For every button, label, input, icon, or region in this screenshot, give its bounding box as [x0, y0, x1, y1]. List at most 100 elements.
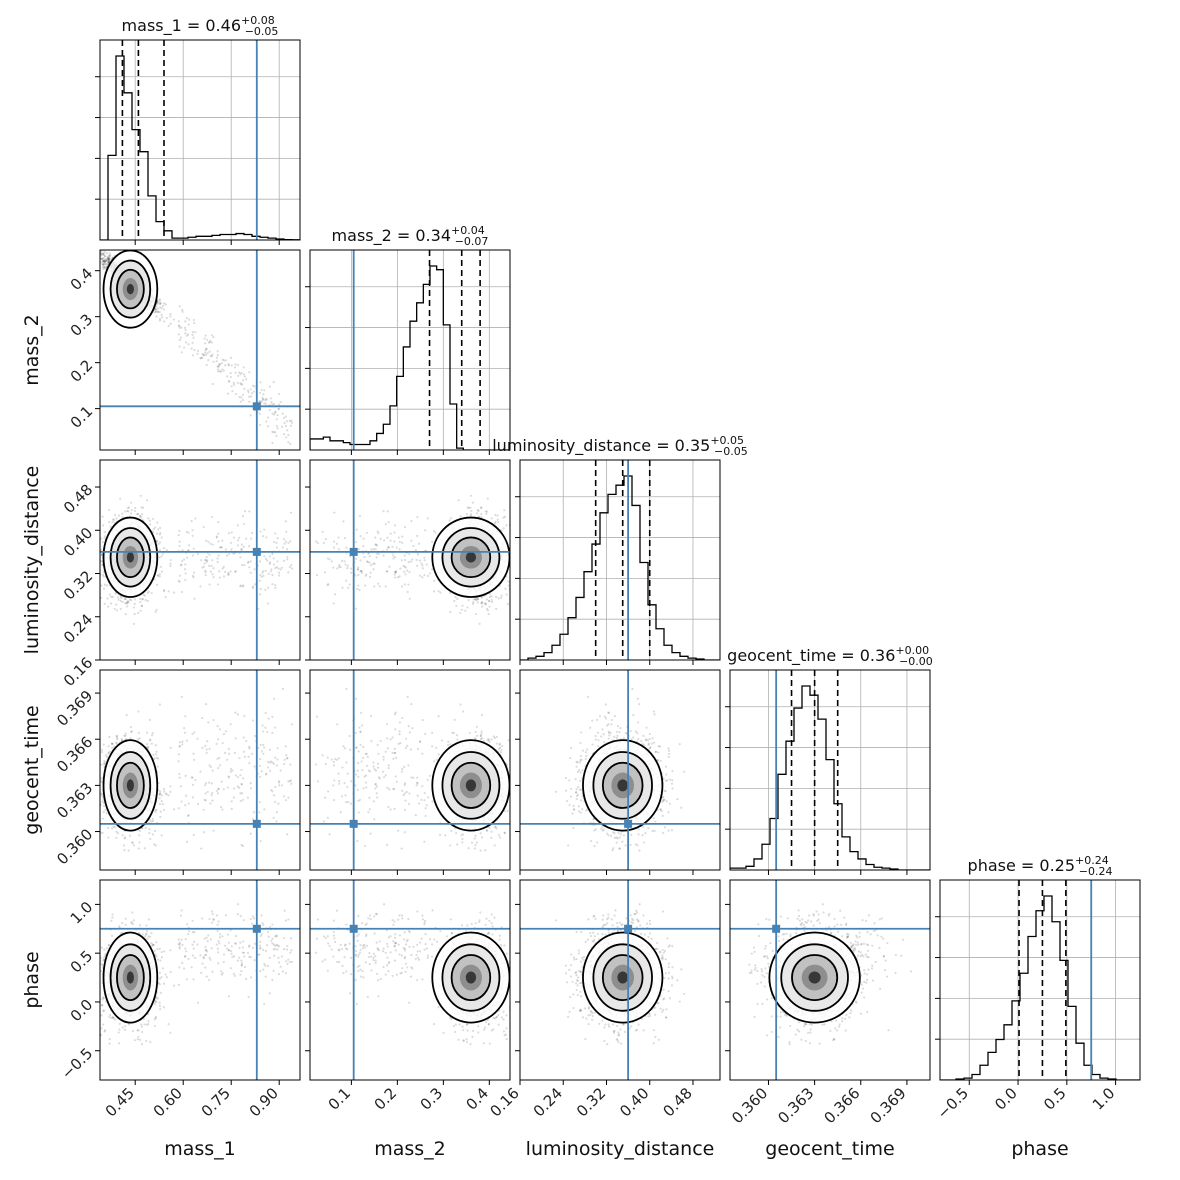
sample-point: [165, 316, 168, 320]
sample-point: [423, 574, 426, 577]
sample-point: [332, 540, 336, 543]
sample-point: [221, 358, 224, 361]
sample-point: [139, 601, 142, 604]
sample-point: [241, 584, 245, 587]
sample-point: [108, 593, 111, 596]
sample-point: [184, 572, 187, 575]
sample-point: [423, 559, 426, 562]
sample-point: [88, 244, 90, 246]
sample-point: [191, 554, 195, 557]
sample-point: [205, 347, 208, 351]
sample-point: [137, 611, 140, 615]
tick-label-mass_2: 0.3: [67, 310, 97, 340]
sample-point: [364, 584, 367, 587]
sample-point: [274, 567, 277, 570]
sample-point: [490, 517, 493, 520]
sample-point: [103, 259, 106, 263]
sample-point: [243, 510, 247, 513]
sample-point: [480, 601, 483, 605]
sample-point: [500, 596, 503, 599]
sample-point: [280, 425, 284, 428]
sample-point: [100, 252, 103, 255]
sample-point: [97, 567, 99, 569]
sample-point: [268, 385, 271, 388]
sample-point: [221, 368, 224, 371]
sample-point: [271, 412, 274, 415]
sample-point: [271, 553, 274, 556]
sample-point: [338, 563, 341, 567]
sample-point: [130, 508, 133, 512]
sample-point: [477, 598, 480, 601]
sample-point: [372, 548, 375, 551]
sample-point: [495, 595, 498, 599]
sample-point: [161, 552, 165, 555]
sample-point: [106, 257, 110, 260]
sample-point: [177, 579, 180, 583]
sample-point: [257, 607, 260, 610]
sample-point: [105, 259, 109, 262]
sample-point: [506, 602, 510, 605]
sample-point: [117, 596, 120, 599]
sample-point: [103, 267, 106, 270]
sample-point: [277, 407, 281, 410]
sample-point: [419, 574, 422, 577]
sample-point: [97, 580, 99, 582]
sample-point: [159, 303, 162, 306]
sample-point: [209, 339, 212, 343]
sample-point: [178, 580, 181, 583]
contour-2: [116, 268, 145, 310]
sample-point: [241, 393, 245, 396]
sample-point: [284, 540, 288, 543]
sample-point: [126, 600, 129, 603]
panel-mass_1-vs-mass_1: mass_1 = 0.46+0.08 −0.05: [95, 14, 301, 245]
sample-point: [247, 560, 250, 563]
sample-point: [271, 441, 274, 445]
sample-point: [461, 604, 464, 607]
sample-point: [103, 265, 106, 269]
sample-point: [497, 520, 500, 524]
sample-point: [128, 598, 132, 601]
sample-point: [387, 546, 390, 549]
sample-point: [227, 380, 231, 383]
sample-point: [106, 260, 109, 263]
sample-point: [437, 589, 440, 593]
contour-1: [109, 527, 152, 588]
sample-point: [397, 536, 400, 539]
sample-point: [154, 526, 157, 529]
sample-point: [483, 602, 486, 605]
sample-point: [480, 596, 484, 599]
sample-point: [493, 522, 497, 525]
sample-point: [262, 393, 265, 396]
sample-point: [210, 355, 213, 358]
sample-point: [357, 548, 360, 551]
sample-point: [190, 520, 193, 523]
sample-point: [274, 411, 277, 414]
sample-point: [108, 256, 111, 259]
sample-point: [266, 416, 270, 419]
tick-label-luminosity_distance: 0.32: [60, 567, 96, 603]
sample-point: [162, 589, 166, 593]
sample-point: [368, 555, 371, 558]
sample-point: [471, 602, 475, 605]
sample-point: [187, 318, 191, 321]
sample-point: [211, 382, 214, 386]
sample-point: [275, 424, 278, 428]
sample-point: [360, 570, 363, 573]
sample-point: [204, 574, 207, 577]
sample-point: [103, 261, 106, 264]
sample-point: [206, 559, 209, 562]
sample-point: [108, 520, 111, 524]
sample-point: [264, 402, 268, 406]
sample-point: [504, 587, 507, 590]
sample-point: [153, 311, 156, 314]
panel-frame: [99, 459, 301, 661]
sample-point: [274, 532, 277, 535]
sample-point: [403, 525, 407, 529]
contour-0: [102, 516, 159, 598]
sample-point: [370, 548, 373, 551]
sample-point: [362, 537, 365, 540]
sample-point: [386, 510, 389, 513]
sample-point: [394, 570, 397, 573]
sample-point: [278, 392, 281, 396]
sample-point: [242, 545, 245, 548]
